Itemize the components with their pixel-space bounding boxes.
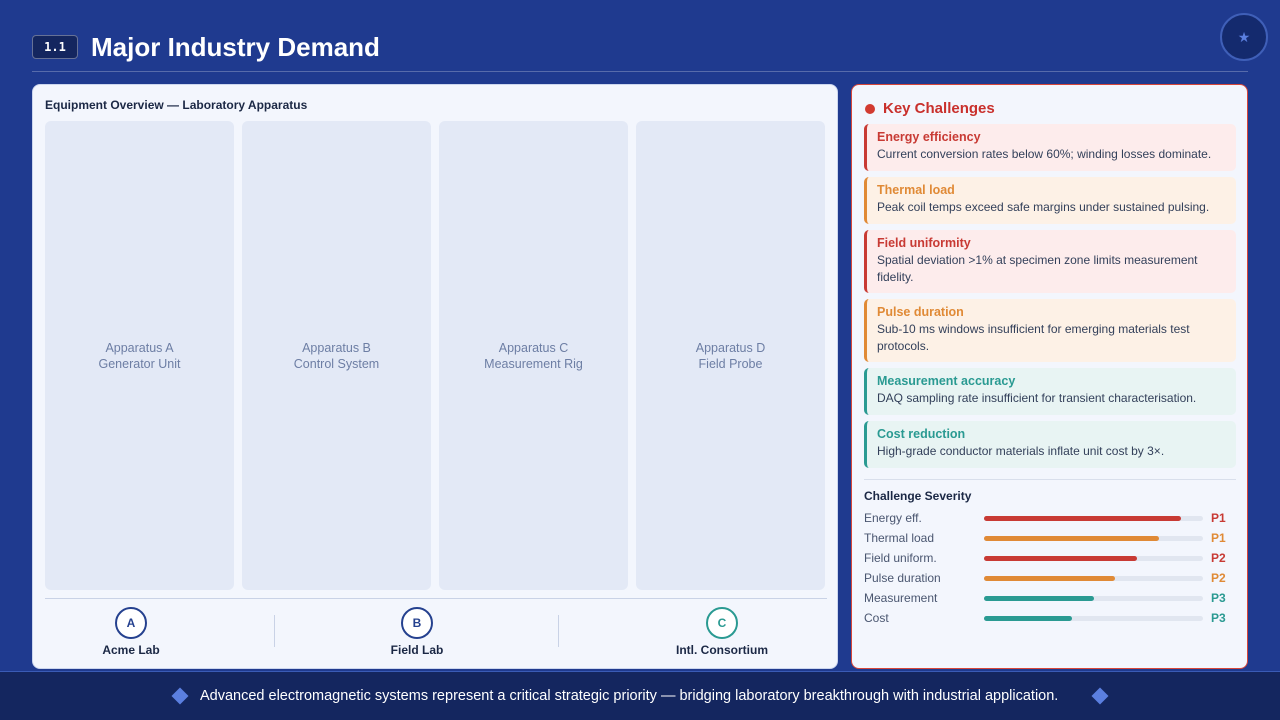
challenge-card: Pulse duration Sub-10 ms windows insuffi… bbox=[864, 299, 1236, 362]
challenges-title: Key Challenges bbox=[883, 100, 995, 117]
divider bbox=[864, 479, 1236, 480]
challenge-desc: High-grade conductor materials inflate u… bbox=[877, 444, 1165, 458]
apparatus-desc: Generator Unit bbox=[98, 356, 181, 371]
severity-bar-fill bbox=[984, 576, 1116, 581]
priority-label: P1 bbox=[1211, 531, 1226, 545]
lab-separator bbox=[558, 615, 559, 647]
severity-row: Cost P3 bbox=[864, 609, 1236, 629]
star-icon: ★ bbox=[1220, 13, 1268, 61]
priority-label: P1 bbox=[1211, 511, 1226, 525]
severity-bar-track bbox=[984, 516, 1203, 521]
equipment-title: Equipment Overview — Laboratory Apparatu… bbox=[45, 98, 308, 112]
challenge-desc: Sub-10 ms windows insufficient for emerg… bbox=[877, 322, 1190, 353]
apparatus-card: Apparatus B Control System bbox=[242, 121, 431, 590]
severity-label: Measurement bbox=[864, 591, 938, 605]
severity-bar-track bbox=[984, 596, 1203, 601]
divider bbox=[45, 598, 827, 599]
challenge-card: Field uniformity Spatial deviation >1% a… bbox=[864, 230, 1236, 293]
lab-name: Acme Lab bbox=[102, 643, 160, 657]
challenges-header: Key Challenges bbox=[865, 100, 995, 117]
lab-item: B Field Lab bbox=[367, 607, 467, 657]
lab-letter-badge: A bbox=[115, 607, 147, 639]
severity-bar-track bbox=[984, 576, 1203, 581]
severity-bar-track bbox=[984, 536, 1203, 541]
severity-bar-track bbox=[984, 616, 1203, 621]
severity-label: Pulse duration bbox=[864, 571, 941, 585]
lab-item: C Intl. Consortium bbox=[647, 607, 797, 657]
challenge-title: Cost reduction bbox=[877, 427, 966, 441]
severity-row: Measurement P3 bbox=[864, 589, 1236, 609]
apparatus-name: Apparatus B bbox=[302, 340, 371, 355]
challenge-card: Measurement accuracy DAQ sampling rate i… bbox=[864, 368, 1236, 415]
challenge-title: Energy efficiency bbox=[877, 130, 981, 144]
lab-item: A Acme Lab bbox=[81, 607, 181, 657]
severity-label: Cost bbox=[864, 611, 889, 625]
severity-row: Thermal load P1 bbox=[864, 529, 1236, 549]
challenge-card: Thermal load Peak coil temps exceed safe… bbox=[864, 177, 1236, 224]
priority-label: P3 bbox=[1211, 591, 1226, 605]
severity-label: Thermal load bbox=[864, 531, 935, 545]
severity-row: Energy eff. P1 bbox=[864, 509, 1236, 529]
apparatus-name: Apparatus D bbox=[695, 340, 766, 355]
apparatus-card: Apparatus A Generator Unit bbox=[45, 121, 234, 590]
severity-bar-track bbox=[984, 556, 1203, 561]
severity-row: Pulse duration P2 bbox=[864, 569, 1236, 589]
severity-bar-fill bbox=[984, 556, 1138, 561]
apparatus-card: Apparatus C Measurement Rig bbox=[439, 121, 628, 590]
lab-name: Intl. Consortium bbox=[676, 643, 768, 657]
challenge-desc: Spatial deviation >1% at specimen zone l… bbox=[877, 253, 1198, 284]
challenge-desc: Current conversion rates below 60%; wind… bbox=[877, 147, 1212, 161]
severity-label: Energy eff. bbox=[864, 511, 922, 525]
challenge-desc: Peak coil temps exceed safe margins unde… bbox=[877, 200, 1210, 214]
lab-letter-badge: C bbox=[706, 607, 738, 639]
priority-label: P2 bbox=[1211, 571, 1226, 585]
apparatus-name: Apparatus A bbox=[105, 340, 174, 355]
lab-letter-badge: B bbox=[401, 607, 433, 639]
severity-bar-fill bbox=[984, 516, 1182, 521]
footer-banner: Advanced electromagnetic systems represe… bbox=[0, 671, 1280, 720]
challenge-title: Thermal load bbox=[877, 183, 955, 197]
bullet-dot-icon bbox=[865, 103, 875, 114]
footer-text: Advanced electromagnetic systems represe… bbox=[200, 688, 1059, 704]
apparatus-card: Apparatus D Field Probe bbox=[636, 121, 825, 590]
severity-bar-fill bbox=[984, 536, 1160, 541]
challenge-card: Energy efficiency Current conversion rat… bbox=[864, 124, 1236, 171]
apparatus-name: Apparatus C bbox=[498, 340, 569, 355]
challenge-desc: DAQ sampling rate insufficient for trans… bbox=[877, 391, 1197, 405]
page-title: Major Industry Demand bbox=[91, 32, 380, 62]
equipment-panel: Equipment Overview — Laboratory Apparatu… bbox=[32, 84, 838, 669]
challenge-title: Measurement accuracy bbox=[877, 374, 1016, 388]
page-header: 1.1 Major Industry Demand bbox=[32, 30, 1248, 72]
challenge-title: Pulse duration bbox=[877, 305, 964, 319]
severity-title: Challenge Severity bbox=[864, 489, 972, 503]
priority-label: P2 bbox=[1211, 551, 1226, 565]
challenge-title: Field uniformity bbox=[877, 236, 971, 250]
lab-separator bbox=[274, 615, 275, 647]
apparatus-desc: Field Probe bbox=[698, 356, 763, 371]
severity-row: Field uniform. P2 bbox=[864, 549, 1236, 569]
challenges-panel: Key Challenges Energy efficiency Current… bbox=[851, 84, 1248, 669]
diamond-icon bbox=[1091, 687, 1109, 705]
section-number: 1.1 bbox=[32, 35, 78, 59]
challenge-card: Cost reduction High-grade conductor mate… bbox=[864, 421, 1236, 468]
severity-label: Field uniform. bbox=[864, 551, 937, 565]
apparatus-desc: Control System bbox=[293, 356, 380, 371]
lab-name: Field Lab bbox=[390, 643, 444, 657]
severity-bar-fill bbox=[984, 596, 1094, 601]
priority-label: P3 bbox=[1211, 611, 1226, 625]
apparatus-desc: Measurement Rig bbox=[484, 356, 583, 371]
severity-bar-fill bbox=[984, 616, 1072, 621]
diamond-icon bbox=[171, 687, 189, 705]
